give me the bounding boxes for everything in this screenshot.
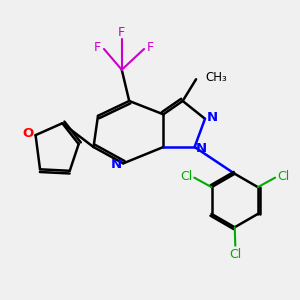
Text: N: N	[196, 142, 207, 155]
Text: N: N	[110, 158, 122, 171]
Text: O: O	[22, 127, 34, 140]
Text: Cl: Cl	[229, 248, 242, 260]
Text: F: F	[118, 26, 125, 39]
Text: F: F	[94, 41, 101, 54]
Text: CH₃: CH₃	[206, 71, 227, 84]
Text: Cl: Cl	[180, 170, 192, 183]
Text: Cl: Cl	[277, 170, 289, 183]
Text: N: N	[207, 111, 218, 124]
Text: F: F	[147, 41, 154, 54]
